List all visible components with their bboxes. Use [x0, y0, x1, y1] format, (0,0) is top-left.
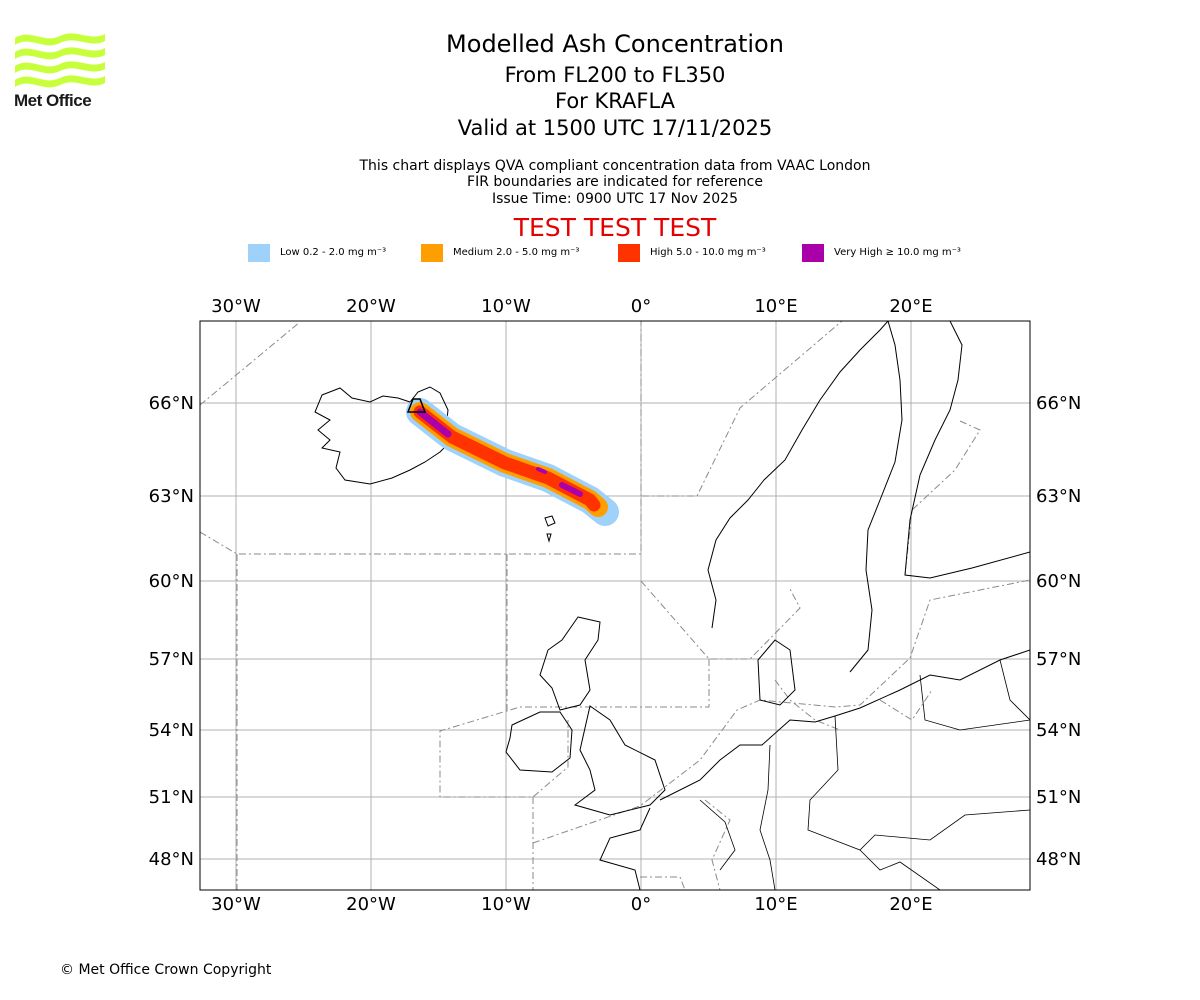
qva-note: This chart displays QVA compliant concen…: [359, 158, 871, 174]
fir-boundaries: [200, 321, 1030, 890]
legend-label-high: High 5.0 - 10.0 mg m⁻³: [650, 247, 766, 258]
lat-label: 48°N: [149, 849, 194, 870]
flight-level-range: From FL200 to FL350: [504, 63, 726, 87]
lon-label: 10°W: [481, 296, 531, 317]
ash-plume-very-high-1: [416, 408, 452, 438]
lat-labels-right: 66°N 63°N 60°N 57°N 54°N 51°N 48°N: [1036, 393, 1081, 870]
lon-label: 10°E: [754, 894, 797, 915]
chart-title: Modelled Ash Concentration: [446, 30, 784, 58]
lat-label: 60°N: [149, 571, 194, 592]
valid-time: Valid at 1500 UTC 17/11/2025: [457, 116, 773, 140]
legend-label-very-high: Very High ≥ 10.0 mg m⁻³: [834, 247, 961, 258]
france-coast: [599, 807, 651, 890]
lon-labels-bottom: 30°W 20°W 10°W 0° 10°E 20°E: [211, 894, 932, 915]
europe-coast: [659, 649, 1030, 801]
lat-label: 63°N: [1036, 486, 1081, 507]
lat-label: 54°N: [1036, 720, 1081, 741]
lon-label: 20°W: [346, 296, 396, 317]
ash-plume-very-high-2: [559, 482, 583, 497]
graticule: [200, 321, 1030, 890]
britain-coast: [573, 705, 666, 816]
lon-label: 10°E: [754, 296, 797, 317]
copyright: © Met Office Crown Copyright: [60, 962, 272, 978]
lat-label: 57°N: [1036, 649, 1081, 670]
scotland-coast: [539, 616, 601, 711]
lat-label: 60°N: [1036, 571, 1081, 592]
faroe-islands: [544, 515, 556, 543]
volcano-name: For KRAFLA: [555, 89, 675, 113]
lat-label: 57°N: [149, 649, 194, 670]
lon-label: 30°W: [211, 894, 261, 915]
denmark-coast: [757, 639, 796, 706]
lon-label: 20°E: [889, 296, 932, 317]
met-office-waves-icon: [15, 33, 105, 88]
lon-label: 0°: [631, 296, 651, 317]
norway-coast: [707, 321, 889, 629]
country-borders: [699, 659, 1030, 890]
lon-label: 20°E: [889, 894, 932, 915]
lon-label: 20°W: [346, 894, 396, 915]
legend-swatch-very-high: [802, 244, 824, 262]
met-office-logo: Met Office: [14, 30, 114, 112]
map-frame: [199, 320, 1031, 891]
legend-swatch-low: [248, 244, 270, 262]
map-frame-bg: [200, 321, 1030, 890]
ash-plume-very-high-3: [536, 467, 547, 474]
sweden-finland-coast: [849, 321, 903, 673]
lat-label: 66°N: [1036, 393, 1081, 414]
legend-swatch-high: [618, 244, 640, 262]
fir-note: FIR boundaries are indicated for referen…: [467, 174, 763, 190]
lat-label: 51°N: [149, 787, 194, 808]
test-banner: TEST TEST TEST: [513, 213, 717, 242]
lon-label: 30°W: [211, 296, 261, 317]
lat-labels-left: 66°N 63°N 60°N 57°N 54°N 51°N 48°N: [149, 393, 194, 870]
lon-label: 0°: [631, 894, 651, 915]
lon-label: 10°W: [481, 894, 531, 915]
ash-plume: [406, 398, 619, 526]
lon-labels-top: 30°W 20°W 10°W 0° 10°E 20°E: [211, 296, 932, 317]
lat-label: 48°N: [1036, 849, 1081, 870]
volcano-marker-icon: [406, 398, 427, 413]
finland-coast: [904, 321, 1030, 579]
ireland-coast: [505, 711, 573, 773]
coastlines: [314, 321, 1030, 890]
legend-label-medium: Medium 2.0 - 5.0 mg m⁻³: [453, 247, 580, 258]
met-office-logo-text: Met Office: [14, 91, 92, 110]
lat-label: 66°N: [149, 393, 194, 414]
legend-label-low: Low 0.2 - 2.0 mg m⁻³: [280, 247, 387, 258]
lat-label: 63°N: [149, 486, 194, 507]
issue-time: Issue Time: 0900 UTC 17 Nov 2025: [491, 191, 739, 207]
lat-label: 51°N: [1036, 787, 1081, 808]
iceland-coast: [314, 386, 453, 485]
lat-label: 54°N: [149, 720, 194, 741]
legend-swatch-medium: [421, 244, 443, 262]
